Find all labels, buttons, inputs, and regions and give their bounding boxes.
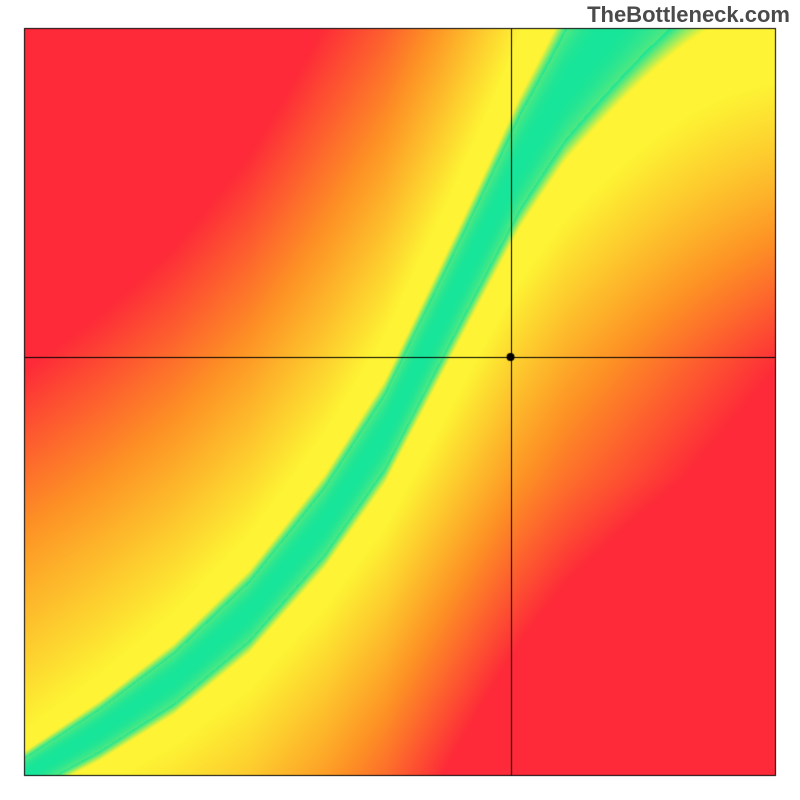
chart-container: TheBottleneck.com <box>0 0 800 800</box>
watermark-text: TheBottleneck.com <box>587 2 790 28</box>
heatmap-canvas <box>0 0 800 800</box>
